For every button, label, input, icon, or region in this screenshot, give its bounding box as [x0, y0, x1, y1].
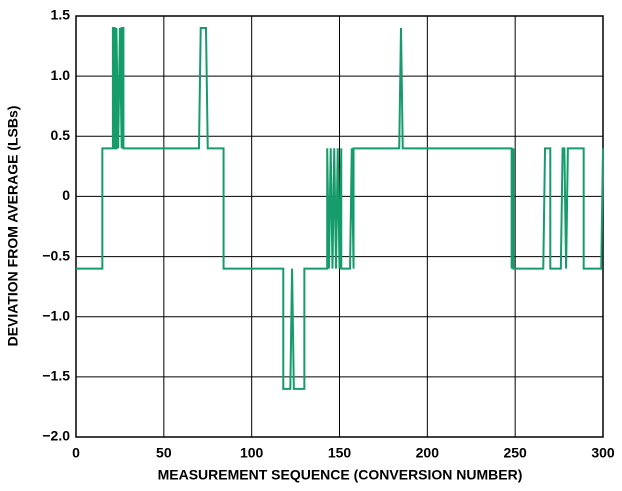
y-tick-label: −0.5: [42, 247, 70, 263]
x-tick-label: 150: [328, 445, 352, 461]
y-tick-label: −1.0: [42, 307, 70, 323]
plot-frame: [75, 15, 604, 438]
y-tick-label: 1.0: [51, 67, 71, 83]
x-tick-label: 100: [240, 445, 264, 461]
y-tick-label: 1.5: [51, 7, 71, 23]
y-tick-label: 0: [62, 187, 70, 203]
x-tick-label: 300: [591, 445, 615, 461]
data-line: [76, 27, 604, 390]
y-axis-title: DEVIATION FROM AVERAGE (LSBs): [5, 106, 21, 347]
x-axis-title: MEASUREMENT SEQUENCE (CONVERSION NUMBER): [158, 467, 523, 483]
x-tick-label: 200: [416, 445, 440, 461]
x-tick-label: 250: [503, 445, 527, 461]
x-tick-label: 0: [72, 445, 80, 461]
y-tick-label: −1.5: [42, 368, 70, 384]
x-tick-label: 50: [156, 445, 172, 461]
y-tick-label: −2.0: [42, 428, 70, 444]
y-tick-label: 0.5: [51, 127, 71, 143]
